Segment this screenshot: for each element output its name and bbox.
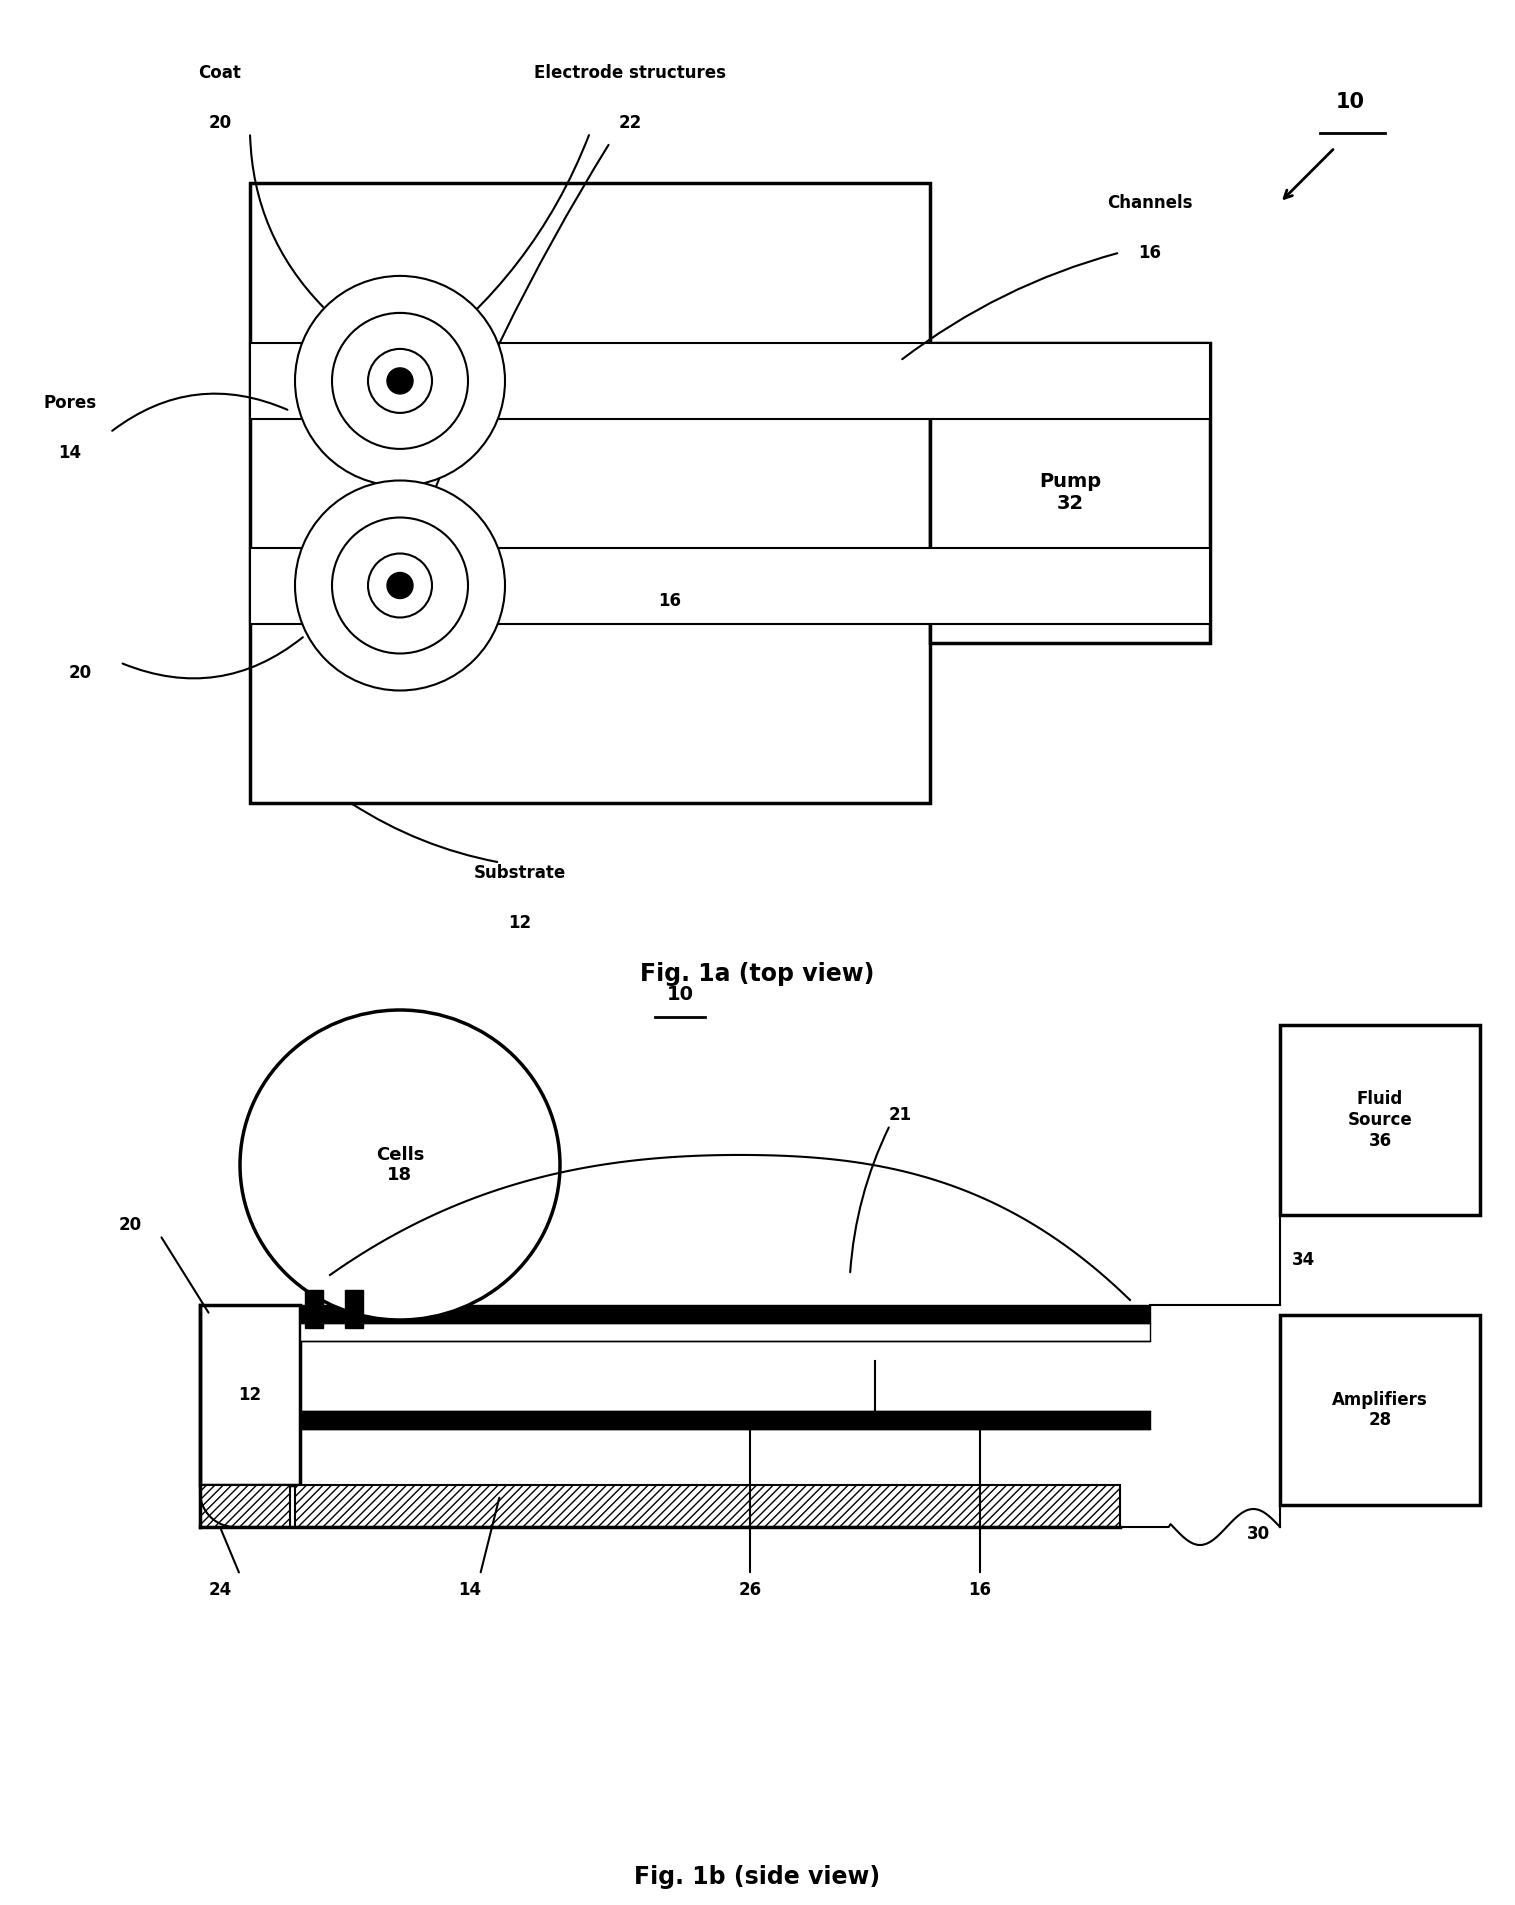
Text: Pump
32: Pump 32	[1039, 472, 1101, 512]
Text: Fig. 1a (top view): Fig. 1a (top view)	[639, 962, 874, 987]
Text: Electrode structures: Electrode structures	[533, 63, 726, 82]
Bar	[250, 343, 1210, 419]
Text: 26: 26	[738, 1581, 762, 1598]
Text: 14: 14	[59, 444, 82, 461]
Bar	[300, 1305, 1150, 1322]
Text: 12: 12	[238, 1387, 262, 1404]
Text: 14: 14	[459, 1581, 482, 1598]
Text: 16: 16	[659, 591, 682, 610]
Bar	[305, 1290, 323, 1328]
Circle shape	[386, 573, 414, 598]
Circle shape	[332, 518, 468, 653]
Bar	[250, 547, 1210, 623]
Text: 10: 10	[667, 985, 694, 1004]
Text: Coat: Coat	[198, 63, 241, 82]
Text: 30: 30	[1247, 1526, 1270, 1543]
Text: 24: 24	[209, 1581, 232, 1598]
Text: 34: 34	[1292, 1252, 1315, 1269]
Text: 12: 12	[509, 914, 532, 932]
Bar	[345, 1290, 364, 1328]
Text: 21: 21	[888, 1107, 912, 1124]
Bar	[1280, 1025, 1480, 1215]
Text: Substrate: Substrate	[474, 863, 567, 882]
Text: 20: 20	[118, 1215, 141, 1234]
Circle shape	[368, 349, 432, 413]
Text: Fluid
Source
36: Fluid Source 36	[1348, 1090, 1412, 1151]
Bar	[295, 1486, 1120, 1528]
Text: 22: 22	[618, 114, 642, 131]
Bar	[1280, 1314, 1480, 1505]
Bar	[200, 1486, 289, 1528]
Circle shape	[295, 480, 504, 690]
Bar	[200, 1305, 300, 1486]
Bar	[300, 1322, 1150, 1341]
Bar	[300, 1412, 1150, 1429]
Bar	[930, 343, 1210, 642]
Text: Channels: Channels	[1107, 194, 1192, 211]
Ellipse shape	[239, 1010, 561, 1320]
Text: Fig. 1b (side view): Fig. 1b (side view)	[633, 1865, 880, 1890]
Circle shape	[332, 312, 468, 450]
Text: Cells
18: Cells 18	[376, 1145, 424, 1185]
Text: 22: 22	[409, 1076, 432, 1093]
Circle shape	[368, 554, 432, 617]
Bar	[250, 183, 930, 802]
Circle shape	[295, 276, 504, 486]
Text: 20: 20	[209, 114, 232, 131]
Text: Amplifiers
28: Amplifiers 28	[1332, 1391, 1427, 1429]
Text: 10: 10	[1336, 93, 1365, 112]
Text: 20: 20	[68, 663, 91, 682]
Text: 16: 16	[1138, 244, 1162, 261]
Text: Pores: Pores	[44, 394, 97, 411]
Circle shape	[386, 368, 414, 394]
Text: 16: 16	[968, 1581, 991, 1598]
